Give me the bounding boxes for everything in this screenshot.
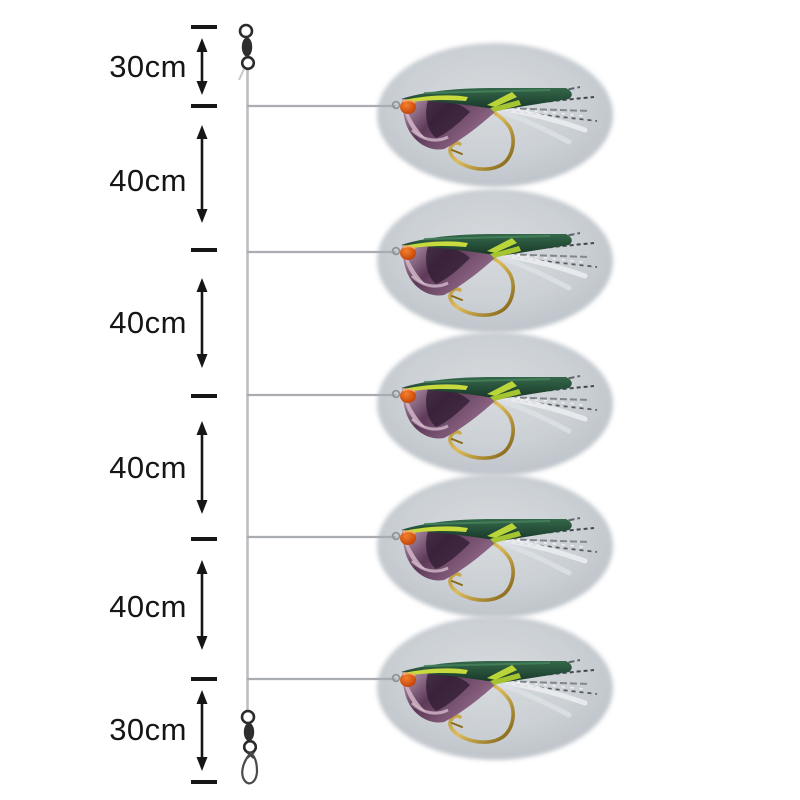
measurement-arrow-4: [196, 421, 208, 514]
tick-marks: [191, 25, 217, 784]
measurement-label-2: 40cm: [109, 163, 187, 198]
measurement-labels: 30cm 40cm 40cm 40cm 40cm 30cm: [109, 49, 187, 747]
measurement-arrow-5: [196, 560, 208, 650]
measurement-arrows: [196, 38, 208, 771]
lure-photo-5: [247, 616, 613, 760]
measurement-arrow-6: [196, 690, 208, 771]
lure-photo-2: [247, 189, 613, 333]
measurement-label-3: 40cm: [109, 305, 187, 340]
lure-photo-1: [247, 43, 613, 187]
measurement-arrow-1: [196, 38, 208, 95]
measurement-arrow-3: [196, 278, 208, 368]
measurement-label-1: 30cm: [109, 49, 187, 84]
measurement-label-6: 30cm: [109, 712, 187, 747]
barrel-swivel-icon: [238, 23, 256, 81]
measurement-arrow-2: [196, 125, 208, 223]
lure-photo-4: [247, 474, 613, 618]
measurement-label-4: 40cm: [109, 450, 187, 485]
measurement-label-5: 40cm: [109, 589, 187, 624]
snap-swivel-icon: [240, 709, 259, 785]
lure-photo-3: [247, 332, 613, 476]
